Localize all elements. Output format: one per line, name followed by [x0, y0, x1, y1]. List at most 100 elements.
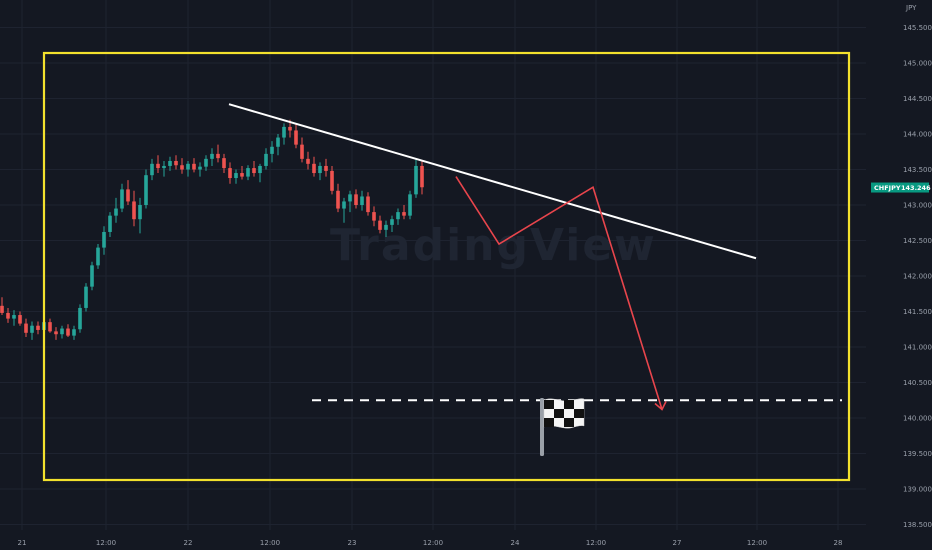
x-tick-label: 23	[348, 539, 357, 547]
candle	[324, 158, 328, 177]
candle	[276, 134, 280, 156]
candle	[402, 205, 406, 220]
watermark: TradingView	[330, 220, 657, 271]
price-badge: CHFJPY 143.246	[871, 182, 931, 193]
candle	[384, 220, 388, 237]
candle	[228, 162, 232, 184]
candle	[36, 321, 40, 335]
candle	[282, 123, 286, 145]
candle	[90, 261, 94, 291]
candle	[378, 215, 382, 234]
y-tick-label: 145.500	[903, 24, 932, 32]
candle	[102, 226, 106, 255]
y-tick-label: 139.000	[903, 486, 932, 494]
y-tick-label: 143.000	[903, 202, 932, 210]
candle	[84, 283, 88, 312]
candle	[78, 304, 82, 333]
last-price-label: 143.246	[901, 184, 931, 192]
candle	[72, 325, 76, 340]
y-tick-label: 138.500	[903, 521, 932, 529]
symbol-label: CHFJPY	[874, 184, 901, 192]
price-axis: 145.500 145.000 144.500 144.000 143.500 143.0…	[903, 24, 932, 529]
candle	[120, 183, 124, 213]
candle	[114, 197, 118, 223]
candle	[126, 180, 130, 205]
candle	[54, 327, 58, 340]
candle	[96, 244, 100, 269]
candle	[264, 148, 268, 170]
x-tick-label: 12:00	[423, 539, 443, 547]
candle	[162, 160, 166, 177]
y-tick-label: 142.000	[903, 273, 932, 281]
candle	[198, 162, 202, 177]
candle	[222, 153, 226, 174]
candle	[372, 206, 376, 227]
projection-path	[455, 176, 663, 410]
x-tick-label: 27	[673, 539, 682, 547]
candle	[180, 158, 184, 174]
candle	[336, 183, 340, 213]
y-tick-label: 144.500	[903, 95, 932, 103]
candle	[60, 325, 64, 339]
candle	[12, 310, 16, 326]
candle	[150, 158, 154, 181]
candle	[330, 165, 334, 195]
descending-trendline	[228, 103, 757, 260]
x-tick-label: 12:00	[96, 539, 116, 547]
time-axis: 21 12:00 22 12:00 23 12:00 24 12:00 27 12:00 28	[18, 539, 843, 547]
candle	[366, 192, 370, 216]
candle	[414, 158, 418, 198]
candle	[270, 141, 274, 163]
candle	[258, 163, 262, 183]
candle	[306, 151, 310, 170]
y-tick-label: 140.500	[903, 379, 932, 387]
y-tick-label: 140.000	[903, 415, 932, 423]
x-tick-label: 24	[511, 539, 520, 547]
candle	[240, 165, 244, 180]
candle	[246, 165, 250, 181]
candle	[192, 158, 196, 173]
x-tick-label: 12:00	[260, 539, 280, 547]
candle	[408, 190, 412, 220]
y-tick-label: 143.500	[903, 166, 932, 174]
candle	[312, 156, 316, 177]
y-tick-label: 141.000	[903, 344, 932, 352]
candle	[168, 156, 172, 171]
candle	[186, 160, 190, 177]
x-tick-label: 12:00	[586, 539, 606, 547]
candle	[252, 160, 256, 177]
candle	[348, 190, 352, 213]
x-tick-label: 21	[18, 539, 27, 547]
candle	[360, 190, 364, 211]
checkered-flag-icon	[540, 398, 585, 456]
candle	[108, 212, 112, 237]
candle	[156, 155, 160, 174]
candle	[18, 311, 22, 326]
candle	[354, 189, 358, 209]
highlight-frame	[42, 51, 851, 482]
candle	[132, 190, 136, 227]
candle	[138, 197, 142, 234]
candle	[396, 208, 400, 225]
y-tick-label: 141.500	[903, 308, 932, 316]
y-tick-label: 142.500	[903, 237, 932, 245]
currency-label: JPY	[905, 4, 917, 12]
candle	[318, 162, 322, 181]
candle	[390, 215, 394, 232]
candle	[66, 324, 70, 338]
y-tick-label: 139.500	[903, 450, 932, 458]
candle	[216, 144, 220, 163]
candle	[0, 297, 4, 316]
y-tick-label: 145.000	[903, 60, 932, 68]
candle	[294, 123, 298, 149]
candle	[30, 321, 34, 340]
candle	[144, 169, 148, 209]
candlestick-series	[0, 119, 424, 340]
y-tick-label: 144.000	[903, 131, 932, 139]
x-tick-label: 12:00	[747, 539, 767, 547]
candle	[24, 318, 28, 338]
candle	[174, 155, 178, 170]
projection-arrowhead	[654, 401, 667, 411]
